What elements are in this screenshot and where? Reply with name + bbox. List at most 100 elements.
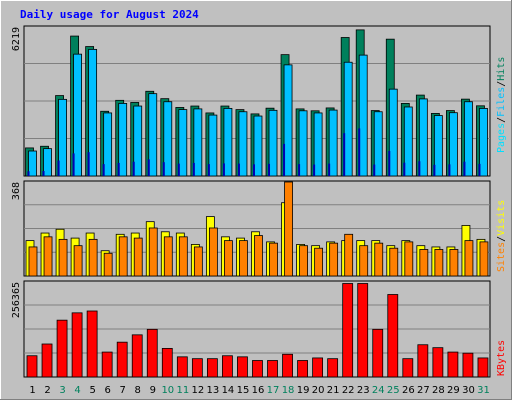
bar-pages-day-2 [42, 171, 45, 176]
bar-sites-day-5 [88, 238, 98, 277]
day-label-2: 2 [44, 385, 50, 396]
bar-kbytes-day-14 [222, 355, 233, 378]
bar-files-day-5 [88, 48, 98, 177]
bar-kbytes-day-23 [357, 283, 369, 378]
bar-files-day-14 [223, 108, 233, 177]
bar-pages-day-24 [373, 164, 376, 176]
bar-kbytes-day-17 [267, 360, 278, 378]
bar-kbytes-day-22 [342, 283, 354, 378]
bar-files-day-17 [268, 109, 278, 177]
bar-sites-day-21 [329, 242, 339, 277]
bar-files-day-2 [43, 148, 52, 177]
bar-pages-day-31 [478, 163, 481, 176]
bar-kbytes-day-21 [327, 358, 339, 378]
bar-files-day-9 [148, 93, 158, 177]
bar-sites-day-6 [103, 252, 113, 277]
bar-sites-day-4 [73, 245, 83, 277]
bar-sites-day-24 [374, 242, 384, 277]
legend-sep: / [496, 117, 507, 123]
bar-kbytes-day-9 [146, 328, 158, 378]
bar-sites-day-25 [389, 247, 399, 277]
bar-files-day-1 [28, 150, 37, 177]
bar-files-day-31 [479, 108, 488, 177]
bar-sites-day-30 [464, 240, 474, 277]
bar-kbytes-day-27 [417, 344, 429, 378]
bar-kbytes-day-11 [176, 356, 188, 378]
legend-sep: / [496, 81, 507, 87]
svg-text:KBytes: KBytes [496, 340, 507, 376]
day-label-5: 5 [89, 385, 95, 396]
bar-sites-day-12 [193, 246, 203, 277]
bar-kbytes-day-7 [116, 341, 128, 378]
day-label-29: 29 [447, 385, 460, 396]
bar-sites-day-14 [224, 240, 233, 277]
bar-files-day-15 [238, 111, 248, 177]
day-axis-labels: 1 2 3 4 5 6 7 8 9 10 11 12 13 14 15 16 17 18 19 20 21 22 23 24 2… [29, 385, 490, 396]
bar-pages-day-14 [222, 163, 225, 176]
bar-kbytes-day-3 [56, 319, 68, 378]
bar-files-day-12 [193, 108, 203, 177]
bar-sites-day-26 [404, 241, 414, 277]
bar-files-day-29 [449, 112, 458, 177]
bar-sites-day-29 [449, 249, 459, 277]
bar-files-day-22 [343, 61, 353, 177]
bar-sites-day-3 [58, 238, 68, 277]
legend-pages: Pages [496, 123, 507, 153]
legend-kbytes: KBytes [496, 340, 507, 376]
bar-files-day-4 [73, 53, 82, 177]
bar-sites-day-23 [359, 245, 369, 277]
bar-kbytes-day-10 [161, 348, 173, 378]
day-label-15: 15 [237, 385, 250, 396]
bar-files-day-6 [103, 112, 113, 177]
day-label-9: 9 [150, 385, 156, 396]
bar-sites-day-9 [148, 227, 158, 277]
bar-kbytes-day-28 [432, 347, 444, 378]
bar-pages-day-13 [207, 164, 210, 176]
legend-sites-visits: Sites/Visits [496, 200, 507, 272]
bar-kbytes-day-13 [206, 358, 218, 378]
legend-kbytes-group: KBytes [496, 340, 507, 376]
bar-files-day-11 [178, 109, 188, 177]
bar-sites-day-16 [254, 235, 263, 277]
bar-kbytes-day-18 [282, 353, 293, 378]
bar-pages-day-23 [358, 128, 361, 176]
legend-hits-files-pages: Pages/Files/Hits [496, 57, 507, 153]
bar-pages-day-5 [87, 152, 90, 176]
bar-kbytes-day-20 [312, 357, 324, 378]
panel-hits-files-pages: 6219 [11, 25, 491, 177]
bar-files-day-3 [58, 98, 67, 177]
bar-pages-day-18 [283, 143, 286, 176]
chart-panels: 6219 368 256365 [11, 25, 491, 378]
day-label-22: 22 [342, 385, 355, 396]
day-label-28: 28 [432, 385, 445, 396]
day-label-19: 19 [297, 385, 310, 396]
bar-pages-day-1 [27, 171, 30, 176]
day-label-10: 10 [161, 385, 174, 396]
day-label-4: 4 [74, 385, 80, 396]
bar-pages-day-25 [388, 151, 391, 176]
bar-sites-day-11 [178, 236, 188, 277]
day-label-27: 27 [417, 385, 430, 396]
bar-files-day-23 [358, 54, 368, 177]
bar-pages-day-19 [298, 164, 301, 176]
chart-title: Daily usage for August 2024 [20, 8, 199, 21]
bar-files-day-20 [313, 112, 323, 177]
day-label-1: 1 [29, 385, 35, 396]
bar-files-day-18 [283, 64, 293, 177]
bar-files-day-19 [298, 110, 308, 177]
bar-sites-day-2 [43, 236, 53, 277]
bar-files-day-27 [418, 98, 428, 177]
bar-pages-day-8 [132, 161, 135, 176]
bar-pages-day-9 [147, 159, 150, 176]
bar-kbytes-day-30 [462, 352, 474, 378]
bar-pages-day-16 [252, 164, 255, 176]
bar-sites-day-13 [208, 227, 218, 277]
bar-files-day-16 [253, 115, 263, 177]
bar-pages-day-10 [162, 162, 165, 176]
day-label-14: 14 [222, 385, 235, 396]
bar-pages-day-26 [403, 162, 406, 176]
bar-sites-day-22 [344, 233, 354, 277]
bar-files-day-30 [464, 101, 473, 177]
day-label-6: 6 [104, 385, 110, 396]
